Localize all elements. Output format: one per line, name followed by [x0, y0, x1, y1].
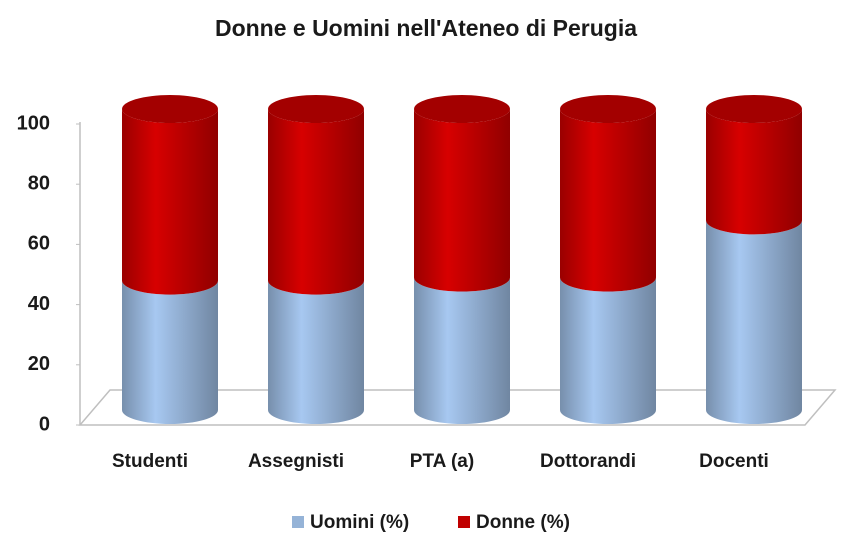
legend-swatch: [292, 516, 304, 528]
cylinder-top: [414, 95, 510, 123]
y-tick-label: 40: [28, 293, 50, 315]
bar-segment: [560, 109, 656, 292]
bar-segment: [268, 280, 364, 424]
cylinder-top: [560, 95, 656, 123]
y-tick-label: 80: [28, 172, 50, 194]
y-tick-label: 20: [28, 353, 50, 375]
legend-label: Uomini (%): [310, 512, 409, 533]
legend-swatch: [458, 516, 470, 528]
x-tick-label: PTA (a): [410, 451, 474, 472]
y-tick-label: 0: [39, 413, 50, 435]
x-tick-label: Docenti: [699, 451, 769, 472]
legend-label: Donne (%): [476, 512, 570, 533]
bar-segment: [706, 109, 802, 235]
x-tick-label: Dottorandi: [540, 451, 636, 472]
cylinder-top: [706, 95, 802, 123]
bar-segment: [122, 280, 218, 424]
x-tick-label: Assegnisti: [248, 451, 344, 472]
bar-segment: [414, 277, 510, 424]
bar-segment: [560, 277, 656, 424]
y-tick-label: 60: [28, 233, 50, 255]
bar-segment: [122, 109, 218, 295]
x-tick-label: Studenti: [112, 451, 188, 472]
bar-segment: [268, 109, 364, 295]
y-tick-label: 100: [17, 112, 50, 134]
cylinder-top: [122, 95, 218, 123]
bar-segment: [414, 109, 510, 292]
cylinder-top: [268, 95, 364, 123]
bar-segment: [706, 220, 802, 424]
chart-title: Donne e Uomini nell'Ateneo di Perugia: [215, 15, 637, 41]
